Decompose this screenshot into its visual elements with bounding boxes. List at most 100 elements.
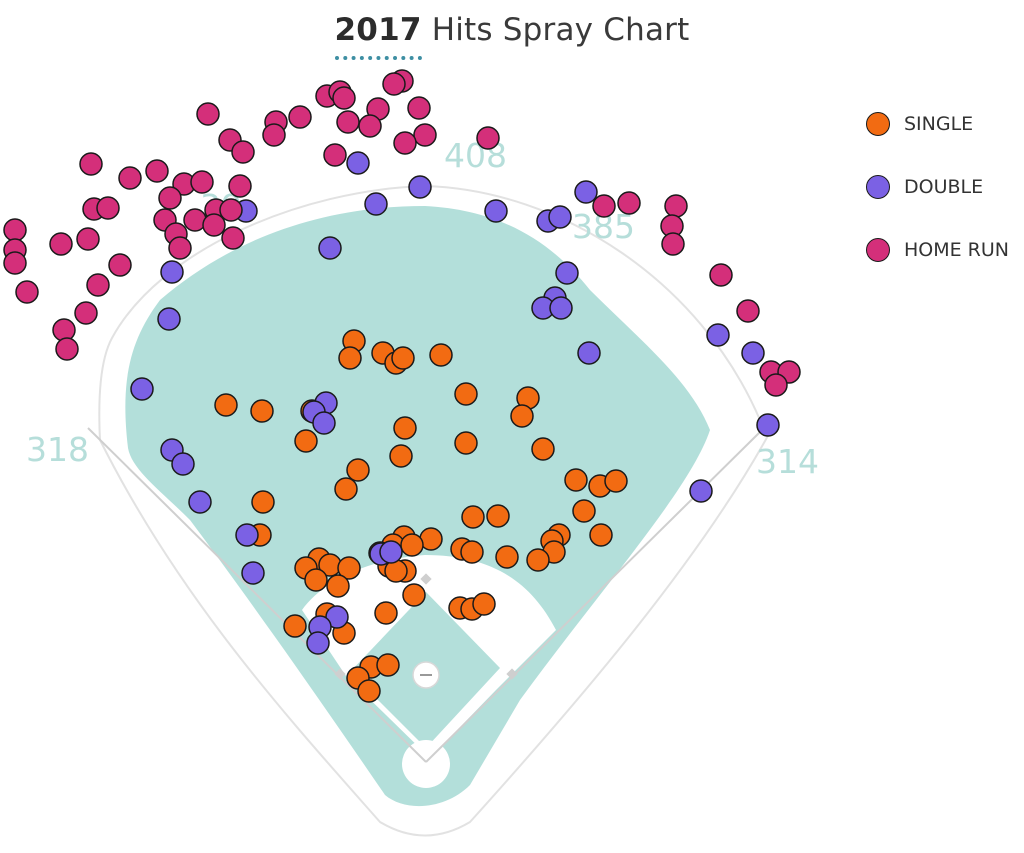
hit-home-run-35 [76, 227, 100, 251]
hit-home-run-42 [15, 280, 39, 304]
hit-single-23 [461, 505, 485, 529]
hit-double-15 [577, 341, 601, 365]
hit-home-run-7 [196, 102, 220, 126]
legend-label-double: DOUBLE [904, 175, 984, 198]
hit-home-run-1 [382, 72, 406, 96]
hit-home-run-38 [168, 236, 192, 260]
second-base [420, 573, 432, 585]
hit-home-run-31 [219, 198, 243, 222]
hit-double-30 [706, 323, 730, 347]
hit-home-run-24 [228, 174, 252, 198]
hit-double-33 [689, 479, 713, 503]
hit-double-19 [312, 411, 336, 435]
hit-double-16 [130, 377, 154, 401]
hit-single-49 [402, 583, 426, 607]
left-foul-line [87, 427, 427, 763]
hit-home-run-56 [764, 373, 788, 397]
hit-home-run-12 [262, 123, 286, 147]
hit-home-run-47 [592, 194, 616, 218]
hit-single-47 [326, 574, 350, 598]
hit-single-2 [338, 346, 362, 370]
hit-home-run-51 [661, 232, 685, 256]
hit-home-run-10 [336, 110, 360, 134]
hit-home-run-15 [476, 126, 500, 150]
hit-home-run-34 [3, 218, 27, 242]
hit-home-run-8 [288, 105, 312, 129]
hit-single-16 [389, 444, 413, 468]
hit-single-36 [460, 540, 484, 564]
hit-double-13 [549, 296, 573, 320]
hit-home-run-21 [118, 166, 142, 190]
hit-double-2 [574, 180, 598, 204]
hit-double-29 [306, 631, 330, 655]
legend: SINGLE DOUBLE HOME RUN [866, 92, 1009, 281]
hit-home-run-41 [108, 253, 132, 277]
first-base [506, 668, 518, 680]
hit-double-7 [548, 205, 572, 229]
hit-single-11 [510, 404, 534, 428]
hit-home-run-33 [221, 226, 245, 250]
hit-single-13 [294, 429, 318, 453]
hit-home-run-52 [709, 263, 733, 287]
hit-single-14 [454, 431, 478, 455]
hit-single-42 [337, 556, 361, 580]
title-text: Hits Spray Chart [431, 12, 690, 48]
hit-home-run-20 [145, 159, 169, 183]
field-grass [125, 206, 711, 807]
legend-item-double: DOUBLE [866, 155, 1009, 218]
hit-double-14 [157, 307, 181, 331]
legend-swatch-home-run [866, 237, 890, 262]
hit-single-19 [564, 468, 588, 492]
hit-single-15 [531, 437, 555, 461]
hit-home-run-13 [413, 123, 437, 147]
hit-home-run-6 [407, 96, 431, 120]
third-base [334, 668, 346, 680]
hit-single-53 [472, 592, 496, 616]
hit-single-38 [495, 545, 519, 569]
hit-home-run-14 [393, 131, 417, 155]
hit-single-17 [346, 458, 370, 482]
hit-single-22 [251, 490, 275, 514]
hits-layer [3, 69, 801, 703]
hit-home-run-17 [231, 140, 255, 164]
hit-single-25 [572, 499, 596, 523]
hit-single-33 [400, 533, 424, 557]
hit-single-5 [429, 343, 453, 367]
hit-home-run-19 [79, 152, 103, 176]
distance-right: 314 [756, 442, 819, 481]
hit-home-run-23 [190, 170, 214, 194]
hit-home-run-4 [332, 86, 356, 110]
hit-single-55 [283, 614, 307, 638]
hit-home-run-11 [358, 114, 382, 138]
hit-home-run-44 [74, 301, 98, 325]
hit-single-12 [393, 416, 417, 440]
hit-single-50 [374, 601, 398, 625]
hit-home-run-27 [96, 196, 120, 220]
hit-home-run-48 [617, 191, 641, 215]
hit-double-4 [364, 192, 388, 216]
hit-double-5 [484, 199, 508, 223]
hit-double-9 [160, 260, 184, 284]
hit-home-run-32 [202, 213, 226, 237]
hit-single-6 [454, 382, 478, 406]
legend-label-home-run: HOME RUN [904, 238, 1010, 261]
hit-single-28 [589, 523, 613, 547]
hit-single-18 [334, 477, 358, 501]
hit-home-run-36 [49, 232, 73, 256]
legend-swatch-double [866, 174, 890, 199]
legend-swatch-single [866, 111, 890, 136]
hit-home-run-46 [55, 337, 79, 361]
hit-double-8 [318, 236, 342, 260]
hit-single-40 [526, 548, 550, 572]
chart-title: 2017 Hits Spray Chart [0, 12, 1024, 60]
legend-item-home-run: HOME RUN [866, 218, 1009, 281]
hit-double-24 [241, 561, 265, 585]
hit-home-run-25 [158, 186, 182, 210]
hit-single-58 [376, 653, 400, 677]
distance-left: 318 [26, 430, 89, 469]
hit-double-10 [555, 261, 579, 285]
title-year: 2017 [334, 12, 422, 60]
hit-home-run-40 [3, 251, 27, 275]
hit-home-run-43 [86, 273, 110, 297]
